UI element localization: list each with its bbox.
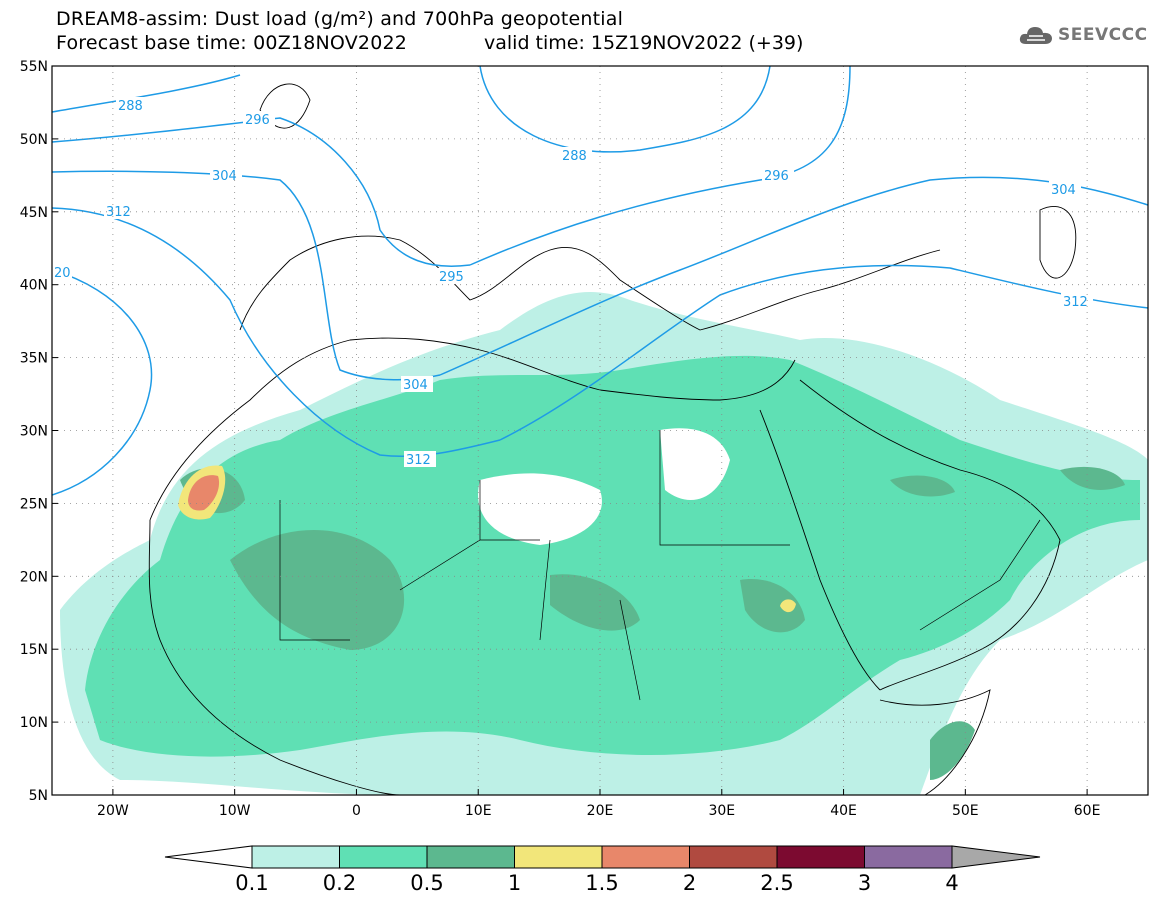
dust-clear-egypt — [660, 428, 730, 500]
coastline-arabia — [799, 379, 1061, 691]
dust-area-dark-arabia — [890, 475, 955, 497]
lat-tick-label: 40N — [20, 278, 48, 294]
dust-area-dark-gulf — [1060, 466, 1125, 490]
contour-296-west — [52, 117, 471, 267]
contour-312-east — [499, 264, 1148, 441]
contour-label: 304 — [212, 169, 237, 184]
forecast-base-time: Forecast base time: 00Z18NOV2022 — [56, 32, 408, 54]
colorbar-label: 0.5 — [410, 871, 443, 895]
contour-label: 312 — [106, 205, 131, 220]
contour-label: 20 — [54, 266, 71, 281]
contour-label: 288 — [118, 99, 143, 114]
lon-tick-label: 30E — [708, 803, 735, 819]
lon-tick-label: 50E — [952, 803, 979, 819]
valid-time: valid time: 15Z19NOV2022 (+39) — [484, 32, 804, 54]
colorbar-swatch — [514, 845, 603, 869]
coastlines — [148, 83, 1077, 795]
coastline-uk — [259, 83, 311, 129]
lon-tick-label: 60E — [1074, 803, 1101, 819]
colorbar-swatch — [776, 845, 865, 869]
contour-label: 288 — [562, 149, 587, 164]
colorbar-label: 2.5 — [760, 871, 793, 895]
colorbar-label: 2 — [683, 871, 696, 895]
contour-288-west — [52, 74, 241, 113]
lon-tick-label: 40E — [830, 803, 857, 819]
lon-tick-label: 10W — [219, 803, 251, 819]
dust-clear-libya — [478, 473, 602, 545]
dust-area-orange-west — [188, 475, 220, 511]
coastline-north-africa — [149, 337, 796, 521]
coastline-horn — [879, 689, 991, 795]
lat-tick-label: 15N — [20, 642, 48, 658]
dust-fields — [60, 291, 1148, 795]
lon-tick-label: 20W — [97, 803, 129, 819]
colorbar-label: 1.5 — [585, 871, 618, 895]
contour-label: 304 — [403, 378, 428, 393]
contour-label: 296 — [764, 169, 789, 184]
contour-low-west — [52, 269, 153, 496]
contour-labels: 288 296 304 312 288 296 304 312 295 304 … — [52, 97, 1093, 468]
cloud-icon — [1019, 27, 1052, 44]
map-title: DREAM8-assim: Dust load (g/m²) and 700hP… — [56, 8, 624, 30]
lon-tick-label: 10E — [465, 803, 492, 819]
lon-tick-label: 0 — [352, 803, 361, 819]
colorbar-label: 1 — [508, 871, 521, 895]
colorbar-label: 0.1 — [235, 871, 268, 895]
colorbar: 0.1 0.2 0.5 1 1.5 2 2.5 3 4 — [164, 845, 1041, 895]
dust-area-dark-west — [230, 530, 405, 650]
colorbar-swatch — [601, 845, 690, 869]
colorbar-under-arrow — [164, 845, 253, 869]
contour-label: 296 — [245, 113, 270, 128]
dust-area-dark-somalia — [930, 721, 975, 780]
coastline-red-sea — [759, 409, 881, 691]
colorbar-swatch — [864, 845, 953, 869]
colorbar-over-arrow — [951, 845, 1041, 869]
latitude-axis: 55N 50N 45N 40N 35N 30N 25N 20N 15N 10N 5N — [20, 59, 58, 804]
lat-tick-label: 50N — [20, 132, 48, 148]
colorbar-label: 0.2 — [323, 871, 356, 895]
contour-304-east — [439, 176, 1148, 376]
coastline-caspian — [1039, 206, 1077, 279]
lat-tick-label: 10N — [20, 715, 48, 731]
coastline-west-africa — [148, 519, 401, 795]
dust-area-yellow-sudan — [780, 599, 796, 613]
contour-label: 304 — [1051, 183, 1076, 198]
lat-tick-label: 55N — [20, 59, 48, 75]
contour-304-west — [52, 170, 441, 381]
border-lines — [279, 430, 1041, 701]
colorbar-label: 3 — [858, 871, 871, 895]
lat-tick-label: 25N — [20, 496, 48, 512]
contour-label: 312 — [1063, 295, 1088, 310]
logo-text: SEEVCCC — [1058, 25, 1148, 45]
lat-tick-label: 20N — [20, 569, 48, 585]
dust-area-medium — [85, 355, 1140, 757]
colorbar-swatch — [339, 845, 428, 869]
colorbar-label: 4 — [945, 871, 958, 895]
dust-area-dark-central — [550, 574, 640, 631]
lat-tick-label: 5N — [29, 788, 48, 804]
lat-tick-label: 30N — [20, 424, 48, 440]
dust-area-dark-sudan — [740, 579, 805, 633]
lat-tick-label: 35N — [20, 351, 48, 367]
lon-tick-label: 20E — [587, 803, 614, 819]
colorbar-swatch — [251, 845, 340, 869]
coastline-europe — [239, 235, 941, 331]
contour-label: 295 — [439, 270, 464, 285]
contour-288-east — [479, 66, 771, 153]
lat-tick-label: 45N — [20, 205, 48, 221]
contour-296-east — [469, 66, 851, 266]
seevccc-logo: SEEVCCC — [1018, 24, 1148, 46]
colorbar-swatch — [689, 845, 778, 869]
longitude-axis: 20W 10W 0 10E 20E 30E 40E 50E 60E — [97, 789, 1100, 819]
contour-label: 312 — [406, 453, 431, 468]
colorbar-swatch — [426, 845, 515, 869]
